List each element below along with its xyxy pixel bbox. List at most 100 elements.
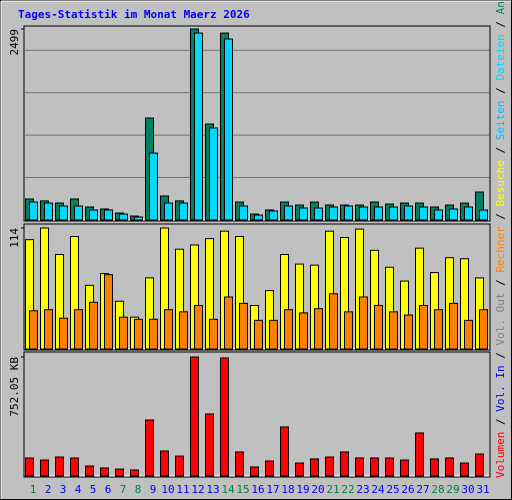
bar xyxy=(280,426,289,477)
bar xyxy=(149,152,158,221)
x-tick-label: 21 xyxy=(326,483,339,496)
x-tick-label: 6 xyxy=(105,483,112,496)
x-tick-label: 3 xyxy=(60,483,67,496)
bar xyxy=(44,202,53,221)
legend-separator: / xyxy=(494,412,507,432)
bar xyxy=(310,458,319,477)
x-tick-label: 14 xyxy=(221,483,235,496)
bar xyxy=(44,309,53,350)
x-tick-label: 27 xyxy=(416,483,429,496)
bar xyxy=(299,207,308,221)
bar xyxy=(475,453,484,477)
bar xyxy=(340,451,349,477)
bar xyxy=(404,314,413,350)
bar xyxy=(449,208,458,221)
bar xyxy=(269,210,278,221)
x-tick-label: 23 xyxy=(356,483,369,496)
legend-separator: / xyxy=(494,346,507,366)
x-tick-label: 13 xyxy=(206,483,219,496)
bar xyxy=(464,206,473,221)
bar xyxy=(74,205,83,221)
bar xyxy=(25,457,34,477)
bar xyxy=(374,304,383,350)
x-tick-label: 29 xyxy=(446,483,459,496)
bar xyxy=(430,458,439,477)
x-tick-label: 18 xyxy=(281,483,294,496)
x-tick-label: 1 xyxy=(30,483,37,496)
legend-entry: Seiten xyxy=(494,100,507,140)
bar xyxy=(59,317,68,350)
bar xyxy=(175,455,184,477)
bar xyxy=(160,450,169,477)
bar xyxy=(389,311,398,350)
bar xyxy=(385,457,394,477)
legend-separator: / xyxy=(494,273,507,293)
x-tick-label: 25 xyxy=(386,483,399,496)
legend-entry: Volumen xyxy=(494,432,507,478)
legend-entry: Rechner xyxy=(494,226,507,273)
bar xyxy=(479,309,488,350)
y-tick-label: 2499 xyxy=(8,29,21,56)
bar xyxy=(445,457,454,477)
x-tick-label: 8 xyxy=(135,483,142,496)
bar xyxy=(415,432,424,477)
legend-separator: / xyxy=(494,206,507,226)
legend-entry: Besuche xyxy=(494,160,507,206)
bar xyxy=(370,457,379,477)
bar xyxy=(329,206,338,221)
bar xyxy=(220,357,229,477)
bar xyxy=(374,206,383,221)
bar xyxy=(224,38,233,221)
bar xyxy=(389,206,398,221)
bar xyxy=(209,318,218,350)
bar xyxy=(479,209,488,221)
bar xyxy=(359,296,368,350)
bar xyxy=(224,296,233,350)
bar xyxy=(314,207,323,221)
bar xyxy=(299,312,308,350)
bar xyxy=(55,456,64,477)
panel xyxy=(23,351,491,478)
y-tick-label: 752.05 KB xyxy=(8,357,21,417)
x-tick-label: 28 xyxy=(431,483,444,496)
bar xyxy=(29,201,38,221)
legend-entry: Vol. In xyxy=(494,365,507,411)
x-tick-label: 17 xyxy=(266,483,279,496)
bar xyxy=(194,304,203,350)
legend-separator: / xyxy=(494,14,507,34)
x-tick-label: 20 xyxy=(311,483,324,496)
x-tick-label: 31 xyxy=(476,483,489,496)
bar xyxy=(284,309,293,350)
chart-title: Tages-Statistik im Monat Maerz 2026 xyxy=(18,8,250,21)
bar xyxy=(404,205,413,221)
x-tick-label: 7 xyxy=(120,483,127,496)
x-tick-label: 24 xyxy=(371,483,385,496)
bar xyxy=(74,309,83,350)
bar xyxy=(419,206,428,221)
bar xyxy=(460,462,469,477)
bar xyxy=(239,205,248,221)
bar xyxy=(70,457,79,477)
bar xyxy=(100,467,109,477)
bar xyxy=(314,308,323,350)
bar xyxy=(434,209,443,221)
bar xyxy=(104,209,113,221)
bar xyxy=(59,205,68,221)
bar xyxy=(190,356,199,477)
bar xyxy=(250,466,259,477)
bar xyxy=(194,32,203,221)
legend: Volumen / Vol. In / Vol. Out / Rechner /… xyxy=(494,0,507,478)
bar xyxy=(115,468,124,477)
bar xyxy=(134,216,143,221)
bar xyxy=(119,213,128,221)
x-tick-label: 22 xyxy=(341,483,354,496)
bar xyxy=(179,311,188,350)
bar xyxy=(89,301,98,350)
bar xyxy=(344,311,353,350)
bar xyxy=(359,206,368,221)
legend-separator: / xyxy=(494,140,507,160)
bar xyxy=(355,457,364,477)
bar xyxy=(284,205,293,221)
bar xyxy=(400,459,409,477)
